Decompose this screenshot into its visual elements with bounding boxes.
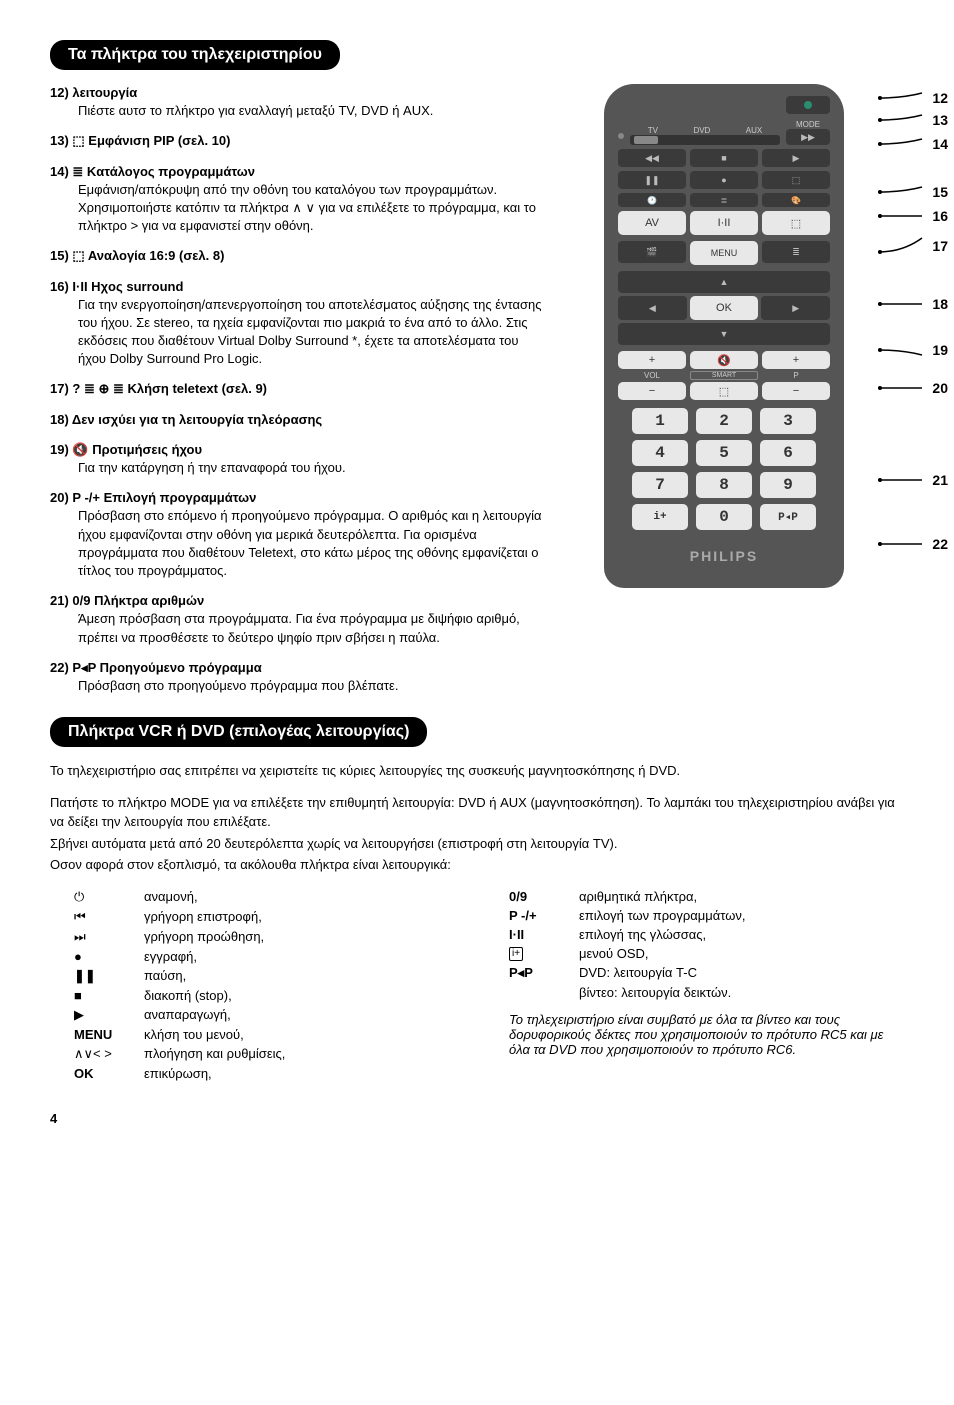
intro-p3: Σβήνει αυτόματα μετά από 20 δευτερόλεπτα… [50, 834, 904, 854]
section-bottom-title: Πλήκτρα VCR ή DVD (επιλογέας λειτουργίας… [50, 717, 427, 747]
sym: MENU [74, 1025, 144, 1044]
callout-16: 16 [932, 208, 948, 224]
sym: OK [74, 1064, 144, 1083]
txt: πλοήγηση και ρυθμίσεις, [144, 1044, 295, 1064]
remote-ok-btn: OK [690, 296, 759, 320]
txt: αριθμητικά πλήκτρα, [579, 887, 755, 906]
digit-7: 7 [632, 472, 688, 498]
callout-18: 18 [932, 296, 948, 312]
remote-diagram: TV DVD AUX MODE ▶▶ ◀◀ [604, 84, 904, 588]
txt: επιλογή των προγραμμάτων, [579, 906, 755, 925]
digit-6: 6 [760, 440, 816, 466]
remote-mode-label: MODE [786, 120, 830, 129]
digit-5: 5 [696, 440, 752, 466]
digit-2: 2 [696, 408, 752, 434]
txt: μενού OSD, [579, 944, 755, 964]
item-17-head: 17) ? ≣ ⊕ ≣ Κλήση teletext (σελ. 9) [50, 380, 544, 398]
callout-19: 19 [932, 342, 948, 358]
item-20-body: Πρόσβαση στο επόμενο ή προηγούμενο πρόγρ… [50, 507, 544, 580]
remote-p-label: P [762, 371, 830, 380]
remote-vol-label: VOL [618, 371, 686, 380]
digit-3: 3 [760, 408, 816, 434]
sym: ▶ [74, 1005, 144, 1025]
sym: ❚❚ [74, 966, 144, 986]
sym: P -/+ [509, 906, 579, 925]
callout-14: 14 [932, 136, 948, 152]
txt: κλήση του μενού, [144, 1025, 295, 1044]
section-top-title: Τα πλήκτρα του τηλεχειριστηρίου [50, 40, 340, 70]
txt: DVD: λειτουργία T-C [579, 963, 755, 983]
digit-9: 9 [760, 472, 816, 498]
txt: παύση, [144, 966, 295, 986]
item-12-head: 12) λειτουργία [50, 84, 544, 102]
callout-15: 15 [932, 184, 948, 200]
sym: ∧∨< > [74, 1044, 144, 1064]
item-16-head: 16) I·II Hχoς surround [50, 278, 544, 296]
txt: εγγραφή, [144, 947, 295, 966]
remote-av-btn: AV [618, 211, 686, 235]
callout-13: 13 [932, 112, 948, 128]
digit-4: 4 [632, 440, 688, 466]
item-22-body: Πρόσβαση στο προηγούμενο πρόγραμμα που β… [50, 677, 544, 695]
item-19-body: Για την κατάργηση ή την επαναφορά του ήχ… [50, 459, 544, 477]
txt: επιλογή της γλώσσας, [579, 925, 755, 944]
item-22-head: 22) P◂P Προηγούμενο πρόγραμμα [50, 659, 544, 677]
sym: P◂P [509, 963, 579, 983]
item-14-head: 14) ≣ Kατάλογος προγραμμάτων [50, 163, 544, 181]
remote-menu-btn: MENU [690, 241, 758, 265]
remote-smart-label: SMART [690, 371, 758, 380]
remote-dvd-label: DVD [693, 126, 710, 135]
item-19-head: 19) 🔇 Προτιμήσεις ήχου [50, 441, 544, 459]
page-number: 4 [50, 1111, 904, 1126]
callout-20: 20 [932, 380, 948, 396]
item-14-body: Εμφάνιση/απόκρυψη από την οθόνη του κατα… [50, 181, 544, 236]
sym: ⏻ [74, 887, 144, 907]
sym: ⏮ [74, 907, 144, 927]
sym: ■ [74, 986, 144, 1005]
items-column: 12) λειτουργία Πιέστε αυτσ το πλήκτρο γι… [50, 84, 544, 707]
item-21-head: 21) 0/9 Πλήκτρα αριθμών [50, 592, 544, 610]
callout-21: 21 [932, 472, 948, 488]
remote-brand: PHILIPS [618, 548, 830, 564]
txt: διακοπή (stop), [144, 986, 295, 1005]
callout-22: 22 [932, 536, 948, 552]
digit-0: 0 [696, 504, 752, 530]
right-function-list: 0/9αριθμητικά πλήκτρα, P -/+επιλογή των … [509, 887, 755, 1003]
left-function-list: ⏻αναμονή, ⏮γρήγορη επιστροφή, ⏭γρήγορη π… [74, 887, 295, 1083]
remote-pp-btn: P◂P [760, 504, 816, 530]
sym: ⏭ [74, 927, 144, 947]
item-21-body: Άμεση πρόσβαση στα προγράμματα. Για ένα … [50, 610, 544, 646]
txt: αναμονή, [144, 887, 295, 907]
digit-1: 1 [632, 408, 688, 434]
remote-aux-label: AUX [746, 126, 762, 135]
txt: γρήγορη προώθηση, [144, 927, 295, 947]
txt: αναπαραγωγή, [144, 1005, 295, 1025]
intro-p4: Οσον αφορά στον εξοπλισμό, τα ακόλουθα π… [50, 855, 904, 875]
remote-tv-label: TV [648, 126, 658, 135]
item-16-body: Για την ενεργοποίηση/απενεργοποίηση του … [50, 296, 544, 369]
item-18-head: 18) Δεν ισχύει για τη λειτουργία τηλεόρα… [50, 411, 544, 429]
intro-p1: Το τηλεχειριστήριο σας επιτρέπει να χειρ… [50, 761, 904, 781]
item-15-head: 15) ⬚ Αναλογία 16:9 (σελ. 8) [50, 247, 544, 265]
footnote: Το τηλεχειριστήριο είναι συμβατό με όλα … [509, 1012, 904, 1057]
item-13-head: 13) ⬚ Εμφάνιση PIP (σελ. 10) [50, 132, 544, 150]
sym: I·II [509, 925, 579, 944]
callout-12: 12 [932, 90, 948, 106]
sym: i+ [509, 947, 523, 961]
item-20-head: 20) P -/+ Επιλογή προγραμμάτων [50, 489, 544, 507]
digit-8: 8 [696, 472, 752, 498]
txt: βίντεο: λειτουργία δεικτών. [579, 983, 755, 1002]
sym: 0/9 [509, 887, 579, 906]
sym: ● [74, 947, 144, 966]
sym [509, 983, 579, 1002]
txt: γρήγορη επιστροφή, [144, 907, 295, 927]
callout-17: 17 [932, 238, 948, 254]
intro-p2: Πατήστε το πλήκτρο MODE για να επιλέξετε… [50, 793, 904, 832]
item-12-body: Πιέστε αυτσ το πλήκτρο για εναλλαγή μετα… [50, 102, 544, 120]
remote-iii-btn: I·II [690, 211, 758, 235]
txt: επικύρωση, [144, 1064, 295, 1083]
